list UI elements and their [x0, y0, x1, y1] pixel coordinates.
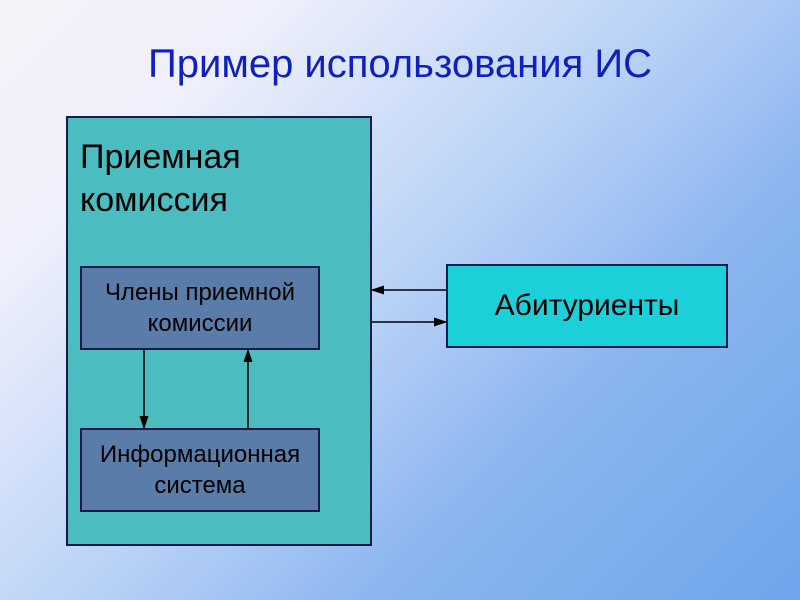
node-container-label: Приемная комиссия [80, 136, 358, 221]
node-infosys-label: Информационная система [82, 439, 318, 501]
node-applicants-label: Абитуриенты [495, 289, 680, 323]
slide-title: Пример использования ИС [0, 42, 800, 87]
node-applicants: Абитуриенты [446, 264, 728, 348]
node-infosys: Информационная система [80, 428, 320, 512]
node-members: Члены приемной комиссии [80, 266, 320, 350]
node-members-label: Члены приемной комиссии [82, 277, 318, 339]
